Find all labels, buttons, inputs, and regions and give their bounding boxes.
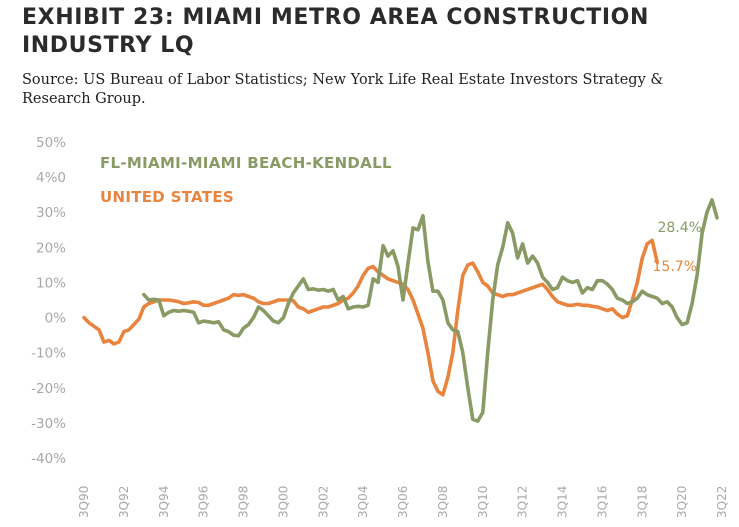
x-tick-label: 3Q12 — [516, 486, 530, 518]
x-tick-label: 3Q14 — [556, 486, 570, 518]
miami-series-line — [142, 198, 719, 423]
y-tick-label: -30% — [31, 416, 66, 432]
x-tick-label: 3Q90 — [77, 486, 91, 518]
x-tick-label: 3Q22 — [715, 486, 729, 518]
x-tick-label: 3Q96 — [197, 486, 211, 518]
y-tick-label: -10% — [31, 346, 66, 362]
x-tick-label: 3Q04 — [356, 486, 370, 518]
x-tick-label: 3Q08 — [436, 486, 450, 518]
y-tick-label: 10% — [36, 275, 66, 291]
x-tick-label: 3Q94 — [157, 486, 171, 518]
legend-us-label: UNITED STATES — [100, 188, 234, 206]
us-series-line — [82, 238, 659, 397]
x-tick-label: 3Q20 — [675, 486, 689, 518]
x-tick-label: 3Q10 — [476, 486, 490, 518]
x-tick-label: 3Q06 — [396, 486, 410, 518]
chart-title: EXHIBIT 23: MIAMI METRO AREA CONSTRUCTIO… — [22, 5, 649, 58]
chart-source-note: Source: US Bureau of Labor Statistics; N… — [22, 72, 664, 107]
y-tick-label: 0% — [45, 311, 67, 327]
y-axis-ticks: 50% 4%0 30% 20% 10% 0% -10% -20% -30% -40% — [31, 135, 66, 467]
y-tick-label: -20% — [31, 381, 66, 397]
x-tick-label: 3Q98 — [237, 486, 251, 518]
miami-end-value-label: 28.4% — [658, 220, 702, 236]
x-tick-label: 3Q92 — [117, 486, 131, 518]
y-tick-label: 30% — [36, 205, 66, 221]
y-tick-label: 20% — [36, 240, 66, 256]
x-tick-label: 3Q02 — [316, 486, 330, 518]
x-tick-label: 3Q00 — [276, 486, 290, 518]
us-end-value-label: 15.7% — [653, 259, 697, 275]
legend-miami-label: FL-MIAMI-MIAMI BEACH-KENDALL — [100, 154, 392, 172]
y-tick-label: -40% — [31, 451, 66, 467]
series-lines — [82, 198, 719, 423]
x-tick-label: 3Q18 — [635, 486, 649, 518]
x-tick-label: 3Q16 — [595, 486, 609, 518]
y-tick-label: 50% — [36, 135, 66, 151]
x-axis-ticks: 3Q90 3Q92 3Q94 3Q96 3Q98 3Q00 3Q02 3Q04 3Q06 3Q08… — [77, 486, 729, 518]
y-tick-label: 4%0 — [36, 170, 66, 186]
